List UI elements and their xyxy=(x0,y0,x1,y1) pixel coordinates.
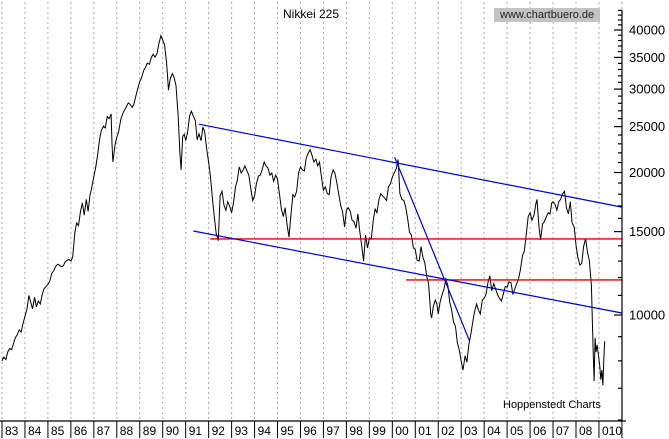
svg-text:96: 96 xyxy=(304,424,318,438)
watermark-badge: www.chartbuero.de xyxy=(494,8,601,22)
svg-text:90: 90 xyxy=(166,424,180,438)
svg-text:83: 83 xyxy=(5,424,19,438)
svg-text:94: 94 xyxy=(258,424,272,438)
svg-text:95: 95 xyxy=(281,424,295,438)
svg-text:15000: 15000 xyxy=(629,224,665,239)
svg-text:00: 00 xyxy=(395,424,409,438)
support-resistance-lines xyxy=(210,238,622,281)
svg-text:92: 92 xyxy=(212,424,226,438)
svg-text:88: 88 xyxy=(120,424,134,438)
trend-channel-lines xyxy=(193,123,623,342)
svg-text:97: 97 xyxy=(326,424,340,438)
svg-text:08: 08 xyxy=(579,424,593,438)
y-axis-ticks-and-labels: 10000 15000 20000 25000 30000 35000 40000 xyxy=(614,9,665,421)
svg-text:01: 01 xyxy=(418,424,432,438)
svg-text:010: 010 xyxy=(602,424,622,438)
price-line xyxy=(1,33,606,386)
axes xyxy=(0,10,626,422)
svg-text:84: 84 xyxy=(28,424,42,438)
svg-text:86: 86 xyxy=(74,424,88,438)
svg-text:20000: 20000 xyxy=(629,165,665,180)
svg-text:25000: 25000 xyxy=(629,119,665,134)
svg-text:99: 99 xyxy=(372,424,386,438)
svg-text:85: 85 xyxy=(51,424,65,438)
svg-text:35000: 35000 xyxy=(629,50,665,65)
svg-text:02: 02 xyxy=(441,424,455,438)
svg-text:87: 87 xyxy=(97,424,111,438)
svg-text:98: 98 xyxy=(349,424,363,438)
svg-text:07: 07 xyxy=(556,424,570,438)
svg-text:91: 91 xyxy=(189,424,203,438)
svg-text:03: 03 xyxy=(464,424,478,438)
chart-title: Nikkei 225 xyxy=(282,7,340,21)
year-gridlines xyxy=(1,2,623,420)
svg-text:40000: 40000 xyxy=(629,23,665,38)
svg-text:05: 05 xyxy=(510,424,524,438)
svg-text:04: 04 xyxy=(487,424,501,438)
x-axis-labels: 83 84 85 86 87 88 89 90 91 92 93 94 95 96 97 98 99 00 01 02… xyxy=(1,421,623,438)
svg-text:30000: 30000 xyxy=(629,82,665,97)
chart-credit: Hoppenstedt Charts xyxy=(503,399,601,411)
svg-text:10000: 10000 xyxy=(629,308,665,323)
svg-text:89: 89 xyxy=(143,424,157,438)
svg-text:93: 93 xyxy=(235,424,249,438)
svg-text:06: 06 xyxy=(533,424,547,438)
